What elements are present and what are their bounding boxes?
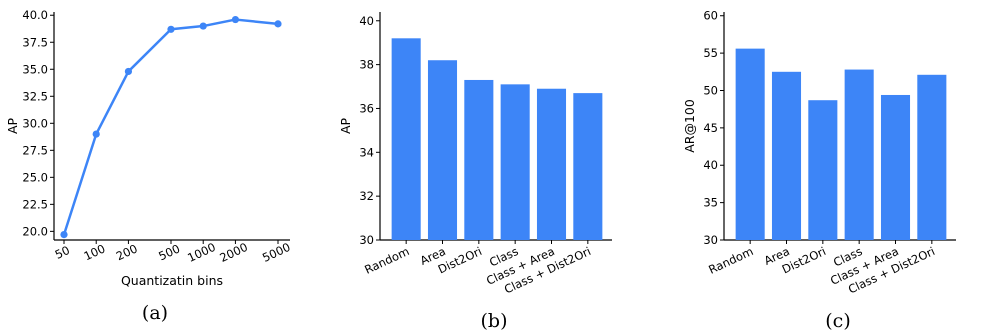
y-tick-label: 30	[359, 233, 374, 247]
bar	[391, 38, 421, 240]
panel-c-caption: (c)	[825, 310, 850, 331]
data-point	[92, 130, 100, 138]
panel-b-ylabel: AP	[338, 117, 353, 134]
y-tick-label: 50	[703, 83, 718, 97]
y-tick-label: 30	[703, 233, 718, 247]
panel-c-ylabel: AR@100	[682, 99, 697, 153]
data-point	[199, 22, 207, 30]
y-tick-label: 34	[359, 145, 374, 159]
y-tick-label: 27.5	[22, 143, 48, 157]
bar	[536, 88, 567, 240]
bar	[808, 100, 838, 240]
y-tick-label: 30.0	[22, 116, 48, 130]
y-tick-label: 35	[703, 196, 718, 210]
x-tick-label: 2000	[218, 240, 250, 265]
data-point	[274, 20, 282, 28]
series-line	[62, 18, 279, 235]
panel-a-xlabel: Quantizatin bins	[121, 273, 223, 288]
bar	[427, 60, 458, 240]
x-tick-label: Random	[362, 244, 411, 277]
bar	[464, 79, 494, 240]
y-tick-label: 55	[703, 46, 718, 60]
y-tick-label: 37.5	[22, 35, 48, 49]
x-tick-label: Random	[706, 244, 755, 277]
bar	[573, 93, 603, 240]
y-tick-label: 40	[359, 14, 374, 28]
x-tick-label: 500	[156, 241, 182, 263]
bar	[500, 84, 530, 240]
x-tick-label: 1000	[185, 240, 217, 265]
y-tick-label: 32.5	[22, 89, 48, 103]
y-tick-label: 22.5	[22, 197, 48, 211]
panel-b-caption: (b)	[481, 310, 508, 331]
x-tick-label: 100	[82, 241, 108, 263]
panel-a-line-chart: AP Quantizatin bins (a) 20.0 22.5 25.0 27.5…	[5, 8, 293, 324]
bar	[844, 69, 874, 240]
bar	[735, 48, 765, 240]
y-tick-label: 32	[359, 189, 374, 203]
y-tick-label: 60	[703, 9, 718, 23]
y-tick-label: 40	[703, 158, 718, 172]
y-tick-label: 36	[359, 101, 374, 115]
panel-a-caption: (a)	[142, 302, 168, 324]
y-tick-label: 40.0	[22, 8, 48, 22]
data-point	[60, 230, 68, 239]
data-point	[231, 15, 240, 24]
y-tick-label: 20.0	[22, 224, 48, 238]
panel-a-ylabel: AP	[5, 117, 20, 134]
bar	[917, 74, 947, 240]
data-point	[124, 67, 133, 76]
x-tick-label: 5000	[260, 240, 292, 265]
y-tick-label: 35.0	[22, 62, 48, 76]
y-tick-label: 38	[359, 58, 374, 72]
bar	[880, 94, 911, 240]
x-tick-label: 50	[53, 243, 72, 262]
bar	[771, 71, 802, 240]
y-tick-label: 25.0	[22, 170, 48, 184]
y-tick-label: 45	[703, 121, 718, 135]
x-tick-label: 200	[114, 241, 140, 263]
data-point	[167, 25, 175, 33]
